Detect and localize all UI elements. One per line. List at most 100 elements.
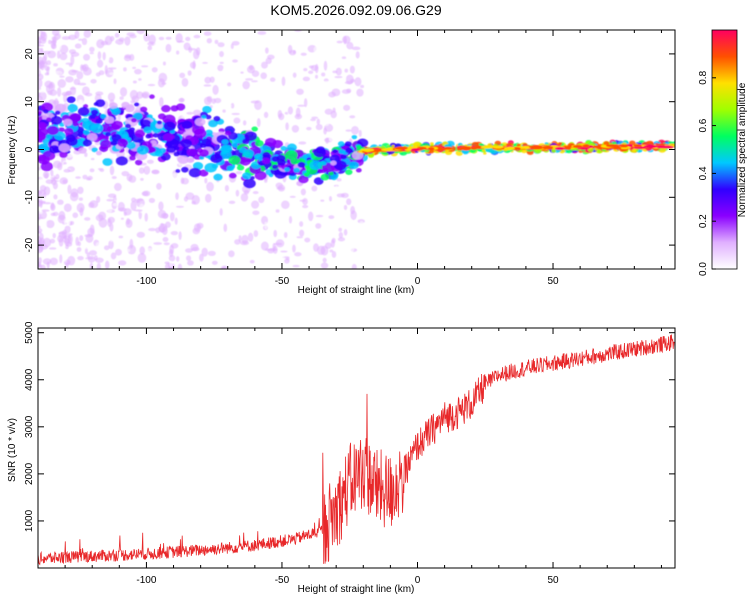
spectral-blob — [180, 139, 193, 148]
noise-blob — [99, 168, 105, 172]
noise-blob — [285, 257, 290, 261]
noise-blob — [111, 43, 119, 46]
spectral-blob — [65, 134, 76, 142]
noise-blob — [181, 115, 186, 119]
noise-blob — [42, 171, 50, 179]
noise-blob — [162, 61, 166, 66]
colorbar-tick-label: 0.8 — [698, 70, 709, 84]
spectral-blob — [109, 102, 118, 109]
noise-blob — [341, 89, 351, 94]
noise-blob — [227, 82, 232, 87]
noise-blob — [349, 65, 355, 74]
spectral-blob — [145, 134, 152, 139]
spectrogram-ytick-label: -10 — [24, 190, 35, 205]
spectral-blob — [313, 147, 326, 158]
spectral-blob — [140, 119, 152, 129]
noise-blob — [170, 173, 179, 181]
noise-blob — [343, 229, 348, 236]
spectral-blob — [100, 113, 107, 119]
noise-blob — [321, 72, 326, 77]
spectral-blob — [264, 137, 277, 147]
noise-blob — [121, 47, 125, 51]
spectrogram-ytick-label: 0 — [24, 146, 35, 152]
spectral-blob — [228, 172, 237, 179]
noise-blob — [247, 104, 254, 108]
spectral-core — [427, 147, 435, 151]
noise-blob — [38, 261, 42, 268]
noise-blob — [78, 99, 85, 108]
spectral-core — [541, 146, 554, 150]
noise-blob — [323, 80, 331, 85]
noise-blob — [121, 189, 127, 200]
noise-blob — [231, 40, 240, 46]
noise-blob — [334, 185, 339, 193]
noise-blob — [211, 260, 218, 265]
noise-blob — [48, 39, 52, 45]
noise-blob — [334, 75, 343, 79]
noise-blob — [53, 225, 60, 230]
noise-blob — [298, 141, 307, 145]
spectral-blob — [67, 103, 79, 113]
noise-blob — [115, 248, 122, 256]
noise-blob — [324, 33, 331, 39]
noise-blob — [233, 125, 242, 129]
noise-blob — [118, 37, 125, 42]
noise-blob — [234, 239, 241, 245]
spectral-blob — [261, 157, 271, 165]
spectral-blob — [132, 112, 143, 121]
noise-blob — [95, 214, 104, 222]
noise-blob — [174, 217, 178, 225]
noise-blob — [69, 87, 77, 90]
spectral-blob — [105, 132, 111, 137]
noise-blob — [163, 242, 170, 246]
noise-blob — [191, 98, 196, 109]
noise-blob — [44, 65, 51, 71]
noise-blob — [48, 247, 57, 250]
snr-panel: -100 -50 0 50 1000 2000 3000 4000 5000 Height of… — [7, 321, 676, 595]
noise-blob — [192, 227, 201, 235]
noise-blob — [38, 56, 44, 65]
noise-blob — [118, 260, 127, 266]
noise-blob — [251, 200, 260, 209]
spectrogram-xtick-label: 0 — [415, 276, 421, 287]
spectral-blob — [286, 143, 297, 152]
noise-blob — [355, 51, 360, 59]
noise-blob — [311, 185, 318, 192]
noise-blob — [350, 205, 356, 215]
noise-blob — [300, 52, 307, 56]
noise-blob — [59, 254, 63, 264]
spectral-blob — [344, 141, 352, 147]
spectral-blob — [41, 102, 54, 112]
noise-blob — [89, 46, 95, 53]
spectral-core — [473, 145, 483, 149]
noise-blob — [83, 30, 91, 38]
noise-blob — [222, 67, 227, 76]
spectral-blob — [631, 149, 636, 153]
noise-blob — [283, 232, 288, 238]
noise-blob — [261, 61, 268, 69]
noise-blob — [148, 227, 157, 232]
noise-blob — [338, 227, 343, 232]
spectral-blob — [43, 109, 49, 114]
noise-blob — [175, 192, 179, 200]
snr-ytick-label: 1000 — [24, 509, 35, 532]
spectral-blob — [68, 113, 82, 123]
noise-blob — [235, 171, 243, 175]
noise-blob — [114, 32, 120, 38]
noise-blob — [90, 78, 97, 84]
spectral-blob — [328, 171, 334, 176]
spectral-blob — [329, 154, 341, 163]
noise-blob — [155, 221, 161, 227]
spectral-blob — [333, 160, 347, 171]
spectral-blob — [199, 149, 209, 157]
noise-blob — [110, 252, 117, 260]
spectrogram-ytick-label: 20 — [24, 48, 35, 60]
spectral-blob — [455, 150, 464, 156]
noise-blob — [70, 55, 75, 66]
noise-blob — [53, 63, 58, 67]
spectral-core — [554, 146, 566, 150]
noise-blob — [52, 233, 56, 239]
spectrogram-xtick-label: -50 — [275, 276, 290, 287]
